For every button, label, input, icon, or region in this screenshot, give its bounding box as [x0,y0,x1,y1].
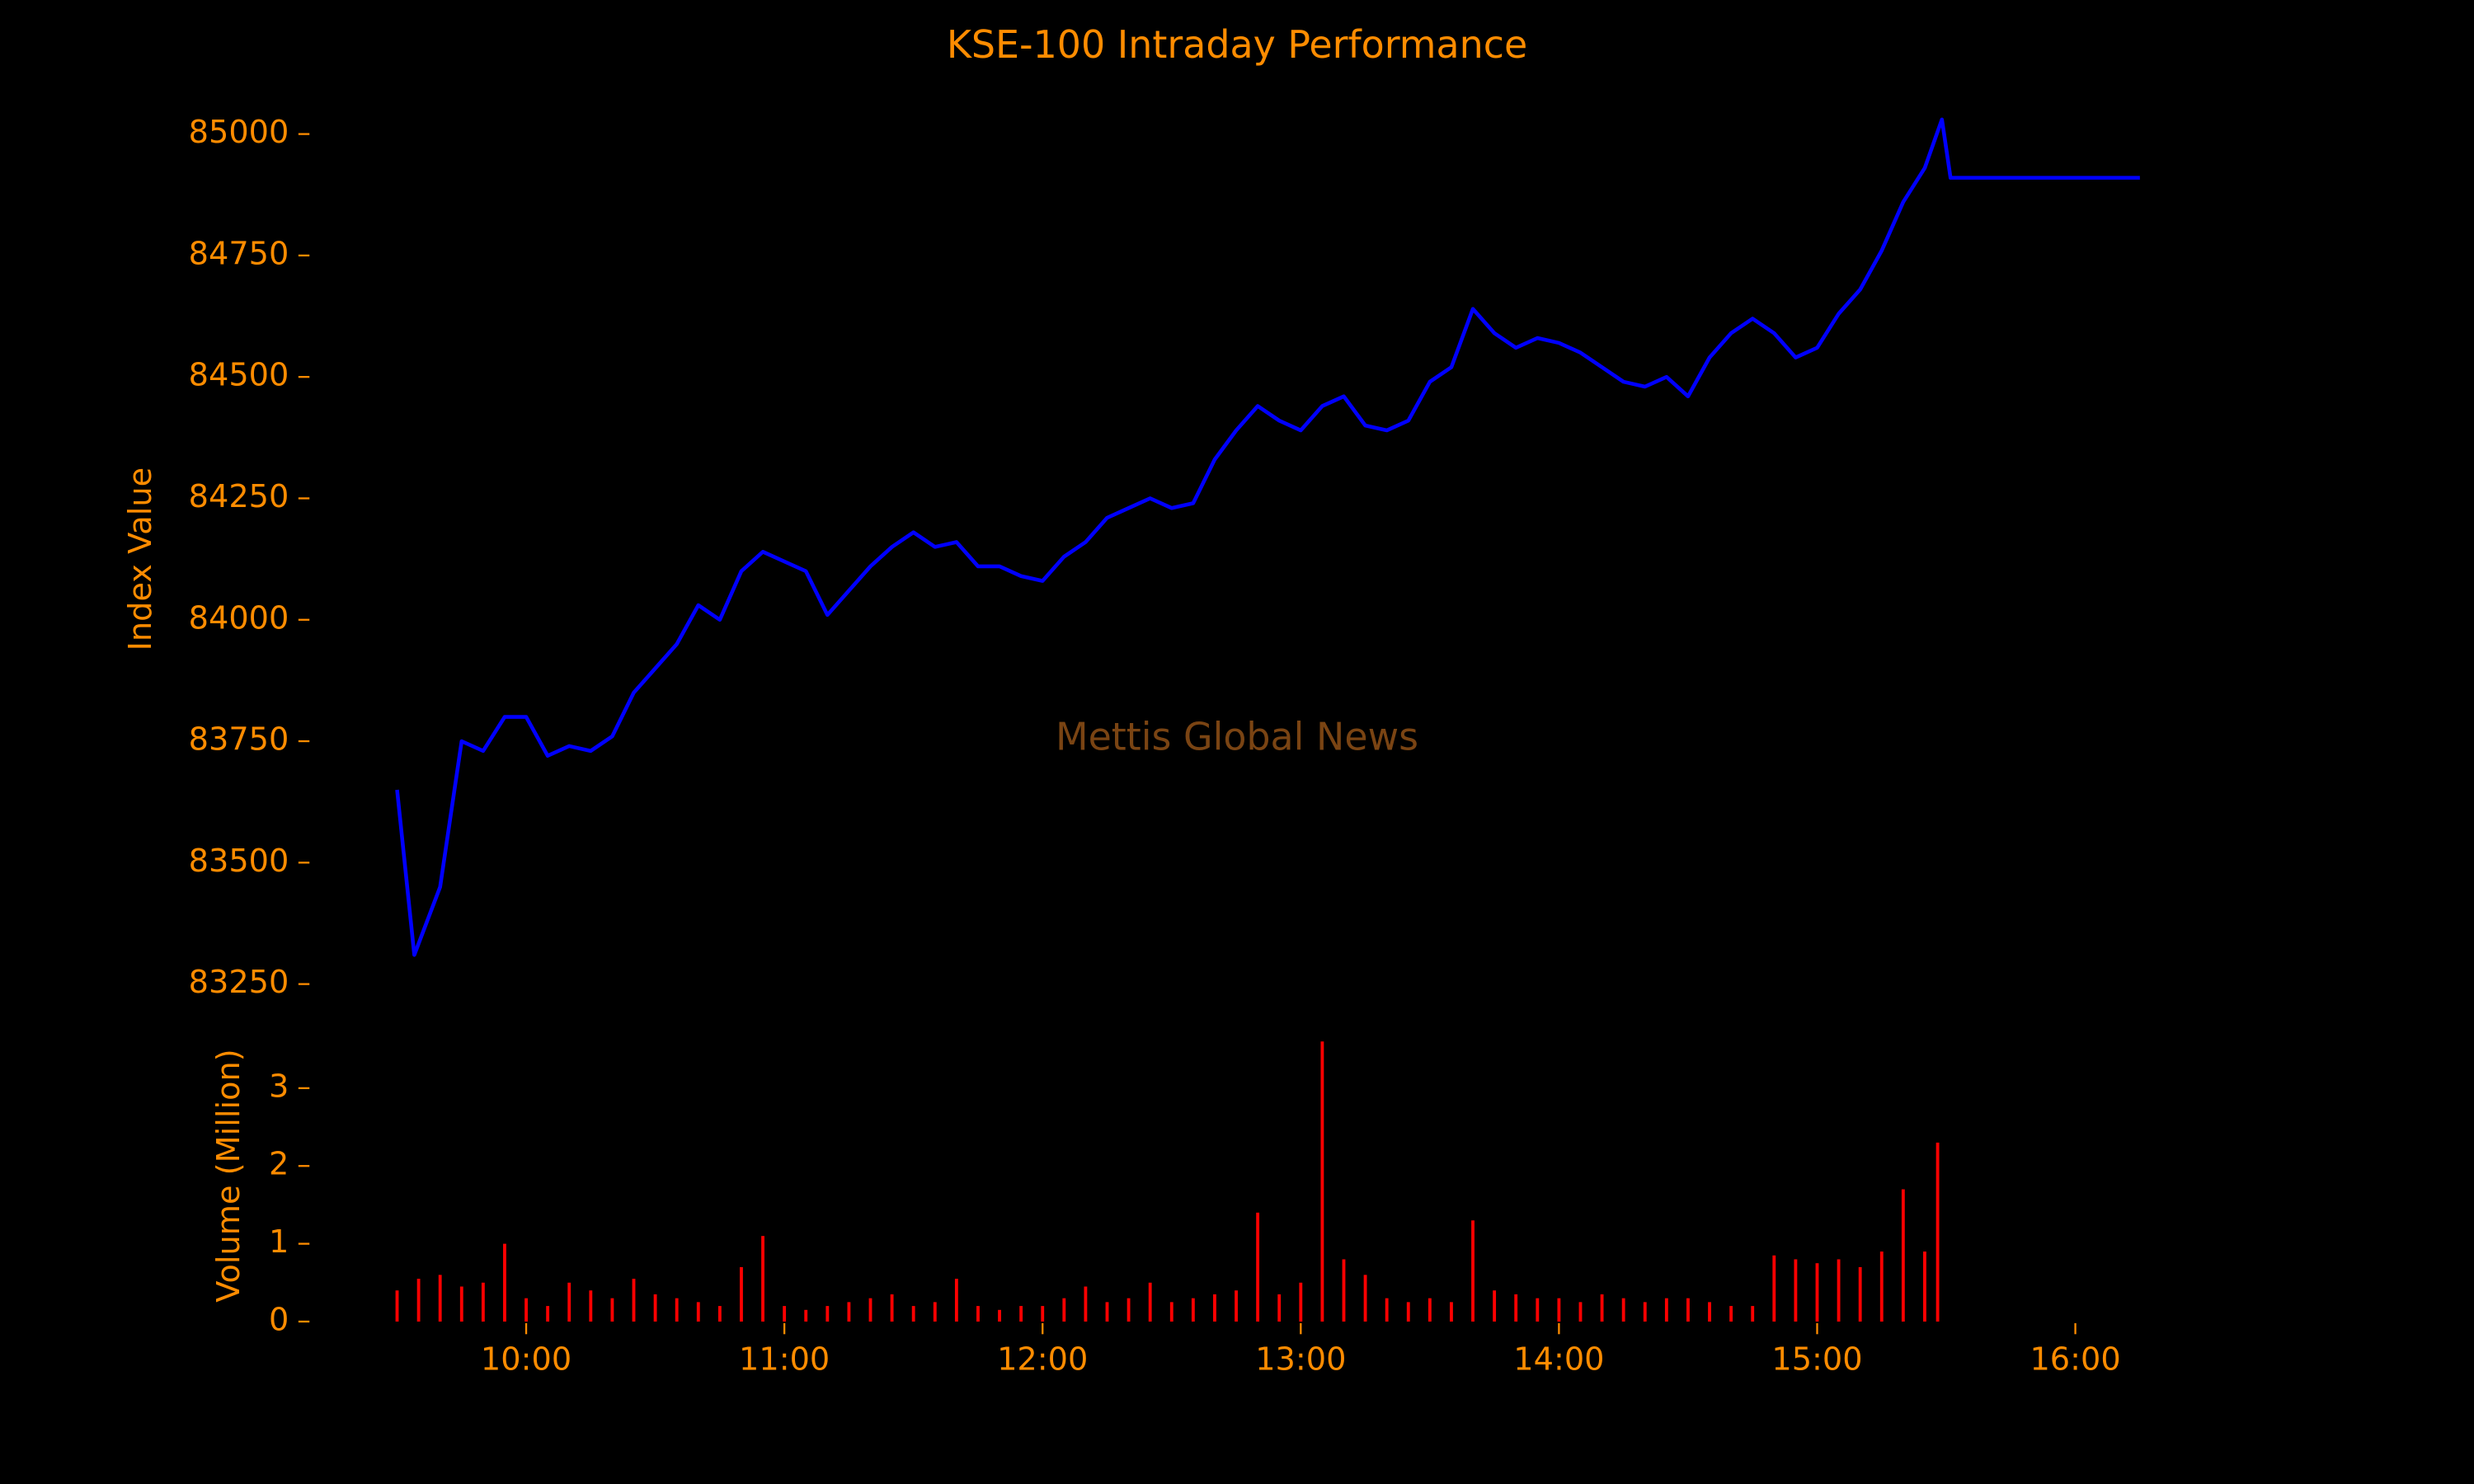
volume-bar [1923,1252,1926,1322]
volume-bar [1277,1294,1282,1322]
volume-bar [804,1309,808,1322]
x-tick-label: 12:00 [997,1341,1088,1378]
y-axis-label: Volume (Million) [210,1049,247,1302]
volume-bar [1320,1041,1324,1322]
x-tick-label: 14:00 [1513,1341,1604,1378]
volume-bar [1536,1298,1540,1322]
x-tick-label: 15:00 [1771,1341,1862,1378]
volume-bar [395,1290,399,1322]
volume-bar [567,1282,571,1322]
volume-bar [416,1279,421,1322]
volume-bar [1148,1282,1152,1322]
volume-bar [1858,1266,1862,1322]
volume-bar [1708,1302,1711,1322]
volume-bar [1169,1302,1174,1322]
volume-bar [1126,1298,1131,1322]
volume-bar [1105,1302,1109,1322]
volume-bar [459,1286,463,1322]
y-tick-label: 84500 [189,357,289,394]
volume-bar [1191,1298,1195,1322]
volume-bar [868,1298,872,1322]
volume-bar [632,1279,636,1322]
volume-bar [740,1266,743,1322]
volume-bar [1514,1294,1518,1322]
volume-bar [1213,1294,1216,1322]
volume-bar [1256,1212,1260,1322]
volume-bar [1084,1286,1088,1322]
volume-bar [546,1306,550,1322]
volume-bar [1471,1220,1475,1322]
y-tick-label: 85000 [189,114,289,151]
y-tick-label: 2 [269,1146,289,1183]
volume-bar [1879,1252,1884,1322]
y-tick-label: 84250 [189,478,289,515]
x-tick-label: 10:00 [481,1341,571,1378]
volume-bar [1729,1306,1733,1322]
y-tick-label: 83500 [189,843,289,880]
volume-bar [998,1309,1001,1322]
watermark: Mettis Global News [1056,715,1418,759]
volume-bar [761,1236,764,1322]
volume-bar [954,1279,958,1322]
volume-bar [503,1243,506,1322]
volume-bar [1600,1294,1604,1322]
volume-bar [1686,1298,1690,1322]
y-tick-label: 83250 [189,964,289,1001]
volume-bar [696,1302,700,1322]
volume-bar [1772,1255,1776,1322]
volume-bar [1837,1259,1841,1322]
volume-bar [825,1306,830,1322]
volume-bar [524,1298,528,1322]
volume-bar [1062,1298,1066,1322]
volume-bar [589,1290,593,1322]
x-tick-label: 11:00 [739,1341,830,1378]
volume-bar [1643,1302,1647,1322]
volume-bar [890,1294,894,1322]
volume-bar [1901,1189,1905,1322]
y-tick-label: 84000 [189,599,289,636]
volume-bar [1299,1282,1303,1322]
y-tick-label: 1 [269,1223,289,1261]
x-tick-label: 16:00 [2030,1341,2120,1378]
volume-bar [1019,1306,1023,1322]
volume-bar [1557,1298,1561,1322]
volume-bar [847,1302,851,1322]
volume-bar [675,1298,679,1322]
volume-bar [1751,1306,1755,1322]
y-axis-label: Index Value [122,467,159,651]
volume-bar [1578,1302,1583,1322]
volume-bar [653,1294,657,1322]
volume-bar [610,1298,614,1322]
volume-bar [933,1302,937,1322]
volume-bar [1794,1259,1798,1322]
volume-bar [1041,1306,1045,1322]
volume-bar [1406,1302,1410,1322]
volume-bar [717,1306,722,1322]
volume-bar [1621,1298,1625,1322]
volume-bar [1935,1142,1940,1322]
volume-bar [783,1306,787,1322]
volume-bar [1235,1290,1238,1322]
volume-bar [1342,1259,1346,1322]
volume-bar [1493,1290,1497,1322]
volume-bar [1815,1263,1819,1322]
chart-title: KSE-100 Intraday Performance [947,22,1527,67]
volume-bar [438,1275,442,1322]
y-tick-label: 0 [269,1301,289,1338]
y-tick-label: 3 [269,1068,289,1105]
y-tick-label: 83750 [189,721,289,758]
volume-bar [976,1306,980,1322]
index-line [395,117,2140,957]
volume-bar [1427,1298,1432,1322]
volume-bar [1363,1275,1367,1322]
volume-bar [1385,1298,1389,1322]
volume-bar [1450,1302,1453,1322]
x-tick-label: 13:00 [1255,1341,1346,1378]
volume-bar [481,1282,485,1322]
volume-bar [1664,1298,1668,1322]
volume-bar [911,1306,915,1322]
y-tick-label: 84750 [189,235,289,272]
